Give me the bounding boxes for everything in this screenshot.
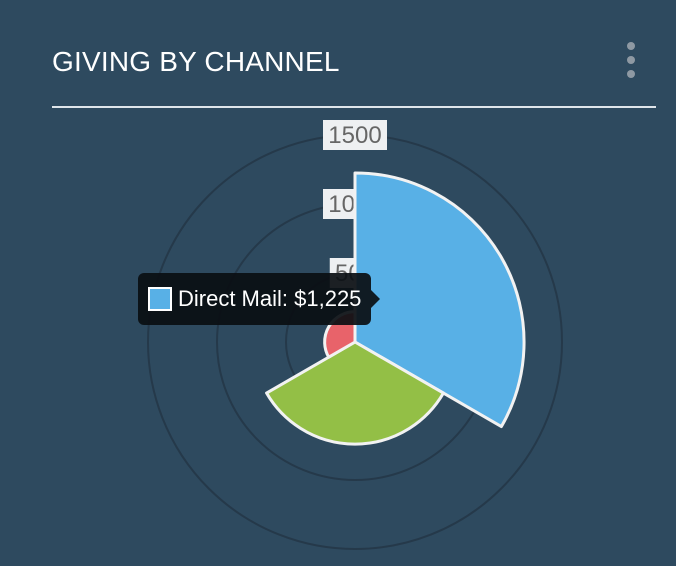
tooltip-label: Direct Mail: $1,225 [178, 286, 362, 311]
menu-dot [627, 42, 635, 50]
polar-segment[interactable] [353, 171, 526, 429]
card-title: GIVING BY CHANNEL [52, 46, 340, 77]
header-divider [52, 106, 656, 108]
chart-tooltip: Direct Mail: $1,225 [138, 273, 381, 325]
polar-area-chart[interactable]: 50010001500 [0, 112, 676, 566]
menu-dot [627, 56, 635, 64]
polar-segment[interactable] [265, 340, 445, 446]
svg-text:1500: 1500 [328, 122, 381, 149]
kebab-menu-icon[interactable] [618, 42, 644, 82]
chart-svg[interactable]: 50010001500 [0, 112, 676, 566]
menu-dot [627, 70, 635, 78]
segments-layer[interactable] [265, 171, 526, 446]
tooltip-swatch [148, 287, 172, 311]
tick-label: 1500 [323, 120, 387, 150]
